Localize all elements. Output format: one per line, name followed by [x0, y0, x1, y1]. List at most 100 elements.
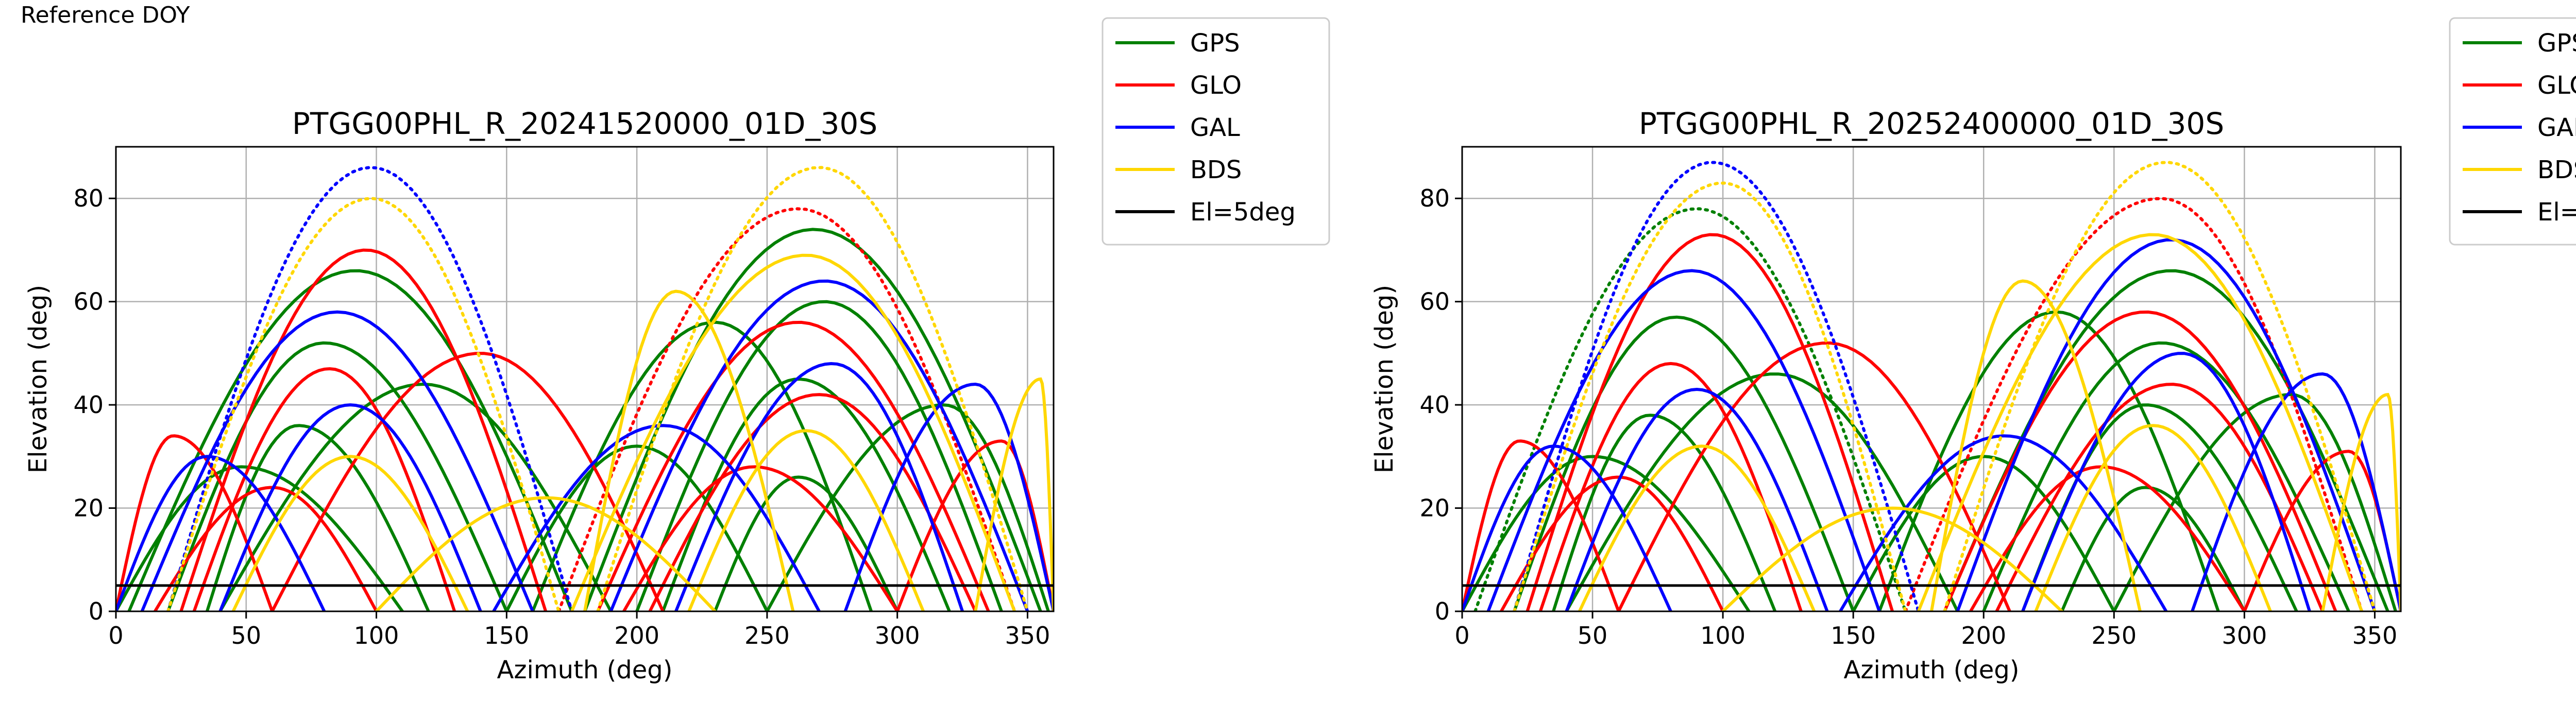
y-tick-label: 60: [73, 288, 104, 316]
track-gps: [1943, 269, 2389, 611]
plot-area: [1462, 161, 2401, 611]
track-gps: [635, 300, 1003, 611]
track-gps: [2112, 393, 2397, 611]
legend: GPS GLO GAL BDS El=5deg: [1101, 17, 1330, 246]
x-tick-label: 50: [231, 622, 262, 649]
track-gal: [2021, 352, 2311, 611]
track-gps: [166, 341, 509, 611]
track-bds: [583, 289, 795, 611]
track-gal: [218, 403, 482, 611]
x-tick-label: 300: [2222, 622, 2267, 649]
x-tick-label: 100: [1700, 622, 1745, 649]
legend-label: GAL: [1190, 113, 1240, 142]
track-glo: [1617, 341, 2011, 611]
legend-label: GPS: [2537, 29, 2576, 58]
track-gal: [674, 362, 964, 611]
track-gal: [1486, 269, 1881, 611]
x-tick-label: 100: [354, 622, 399, 649]
plot-area: [116, 166, 1054, 611]
y-tick-label: 0: [1435, 597, 1450, 625]
track-glo: [895, 439, 1054, 611]
y-tick-label: 40: [1419, 391, 1450, 419]
x-tick-label: 200: [1961, 622, 2006, 649]
track-gal: [843, 382, 1054, 611]
chart-1: 0 50 100 150 200 250 300 350 0 20 40 60 80 Azimuth (d…: [24, 17, 1330, 684]
track-bds: [974, 377, 1054, 611]
x-axis-label: Azimuth (deg): [1844, 656, 2020, 684]
track-gps: [1982, 341, 2350, 611]
x-tick-label: 250: [2091, 622, 2137, 649]
track-gal: [1462, 444, 1672, 611]
track-gps: [1552, 414, 1777, 611]
track-bds: [166, 197, 561, 611]
y-tick-label: 40: [73, 391, 104, 419]
chart-title: PTGG00PHL_R_20252400000_01D_30S: [1639, 106, 2224, 141]
track-glo: [1904, 197, 2364, 611]
track-bds: [2034, 424, 2272, 611]
track-gps: [127, 269, 573, 611]
legend-label: BDS: [2537, 156, 2576, 184]
track-bds: [1943, 161, 2377, 611]
legend-label: El=5deg: [1190, 198, 1296, 227]
track-glo: [1526, 233, 1894, 611]
track-gal: [2191, 372, 2401, 611]
track-glo: [1538, 362, 1803, 611]
track-bds: [1721, 506, 2064, 611]
track-gal: [492, 424, 821, 611]
y-tick-label: 80: [1419, 184, 1450, 212]
axes-frame: [1461, 146, 2402, 612]
legend-box: [1101, 17, 1330, 246]
x-tick-label: 200: [614, 622, 659, 649]
y-tick-label: 20: [73, 494, 104, 522]
legend-box: [2449, 17, 2576, 246]
track-bds: [1930, 279, 2142, 611]
x-tick-label: 0: [1454, 622, 1469, 649]
legend-label: GAL: [2537, 113, 2576, 142]
track-bds: [596, 166, 1029, 611]
chart-2: 0 50 100 150 200 250 300 350 0 20 40 60 80 Azimuth (d…: [1370, 17, 2576, 684]
y-axis-label: Elevation (deg): [1370, 285, 1399, 473]
track-bds: [1578, 444, 1816, 611]
track-glo: [596, 320, 990, 611]
track-bds: [1917, 233, 2364, 611]
track-gal: [140, 310, 534, 611]
track-bds: [2321, 392, 2401, 611]
track-glo: [1499, 475, 1725, 611]
track-gal: [609, 279, 1029, 611]
track-gps: [1877, 310, 2220, 611]
x-tick-label: 250: [744, 622, 790, 649]
x-tick-label: 0: [108, 622, 123, 649]
chart-title: PTGG00PHL_R_20241520000_01D_30S: [292, 106, 877, 141]
legend-label: GPS: [1190, 29, 1240, 58]
track-bds: [1513, 181, 1907, 611]
legend: GPS GLO GAL BDS El=5deg: [2449, 17, 2576, 246]
legend-label: El=5deg: [2537, 198, 2576, 227]
track-gal: [1956, 238, 2377, 611]
track-gps: [583, 228, 1042, 611]
track-glo: [1943, 310, 2337, 611]
track-glo: [179, 248, 548, 611]
track-gps: [2060, 486, 2246, 611]
y-tick-label: 20: [1419, 494, 1450, 522]
track-gal: [1565, 387, 1829, 611]
y-tick-label: 80: [73, 184, 104, 212]
x-tick-label: 350: [2352, 622, 2397, 649]
y-axis-label: Elevation (deg): [24, 285, 53, 473]
y-tick-label: 0: [89, 597, 104, 625]
track-gal: [166, 166, 573, 611]
track-gps: [661, 378, 951, 611]
track-gps: [1462, 455, 1751, 611]
legend-label: GLO: [1190, 71, 1242, 100]
legend-label: BDS: [1190, 156, 1242, 184]
track-gps: [116, 465, 404, 611]
track-gps: [531, 320, 873, 611]
track-bds: [687, 429, 925, 611]
x-tick-label: 350: [1005, 622, 1050, 649]
track-bds: [375, 496, 717, 611]
track-bds: [231, 455, 469, 611]
figure-label: Reference DOY: [21, 2, 190, 28]
x-axis-label: Azimuth (deg): [497, 656, 673, 684]
track-glo: [153, 486, 378, 611]
track-gal: [1513, 161, 1920, 611]
